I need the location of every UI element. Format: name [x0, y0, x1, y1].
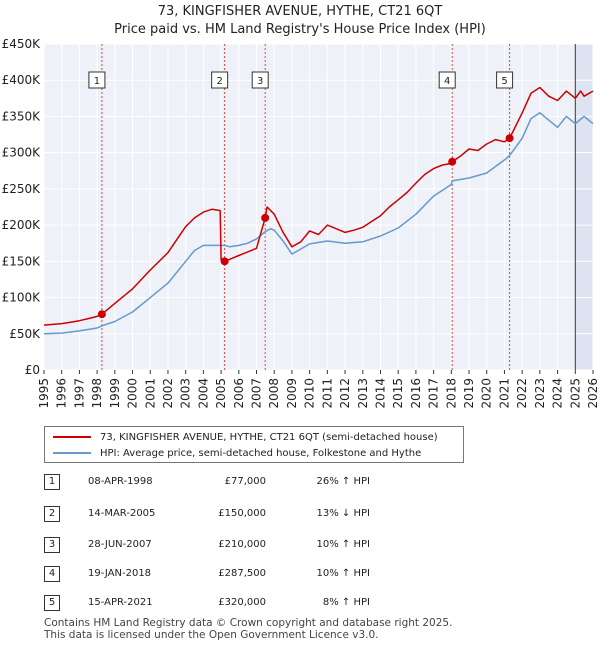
x-tick-label: 2002: [161, 378, 175, 409]
sale-box: [88, 71, 106, 89]
sale-price: £210,000: [218, 539, 266, 550]
x-tick-label: 2011: [320, 378, 334, 409]
x-tick-label: 2023: [533, 378, 547, 409]
y-tick-label: £50K: [9, 327, 41, 341]
footer-line-1: Contains HM Land Registry data © Crown c…: [44, 617, 453, 629]
x-tick-label: 2006: [232, 378, 246, 409]
y-tick-label: £150K: [2, 254, 42, 268]
x-tick-label: 2008: [267, 378, 281, 409]
legend-swatch-property: [53, 436, 91, 438]
legend-label-property: 73, KINGFISHER AVENUE, HYTHE, CT21 6QT (…: [100, 432, 438, 443]
y-tick-label: £400K: [2, 73, 42, 87]
x-tick-label: 2007: [250, 378, 264, 409]
x-tick-label: 2012: [338, 378, 352, 409]
legend-label-hpi: HPI: Average price, semi-detached house,…: [100, 448, 422, 459]
x-tick-label: 2024: [551, 378, 565, 409]
x-tick-label: 2014: [373, 378, 387, 409]
y-tick-label: £200K: [2, 218, 42, 232]
sale-box-label: 5: [501, 76, 507, 87]
y-tick-label: £450K: [2, 37, 42, 51]
y-tick-label: £0: [25, 363, 40, 377]
sale-point: [220, 257, 229, 266]
sale-points: [97, 134, 514, 319]
chart-title: 73, KINGFISHER AVENUE, HYTHE, CT21 6QT: [158, 4, 443, 19]
x-axis: 1995 1996 1997 1998 1999 2000 2001 2002 2003 2004…: [37, 370, 600, 409]
forecast-region: [575, 44, 593, 370]
sale-date: 19-JAN-2018: [88, 568, 152, 579]
sale-price: £77,000: [224, 476, 266, 487]
y-tick-label: £300K: [2, 146, 42, 160]
x-tick-label: 2004: [196, 378, 210, 409]
x-tick-label: 1996: [55, 378, 69, 409]
x-tick-label: 2009: [285, 378, 299, 409]
sale-number: 3: [44, 537, 60, 553]
sale-point: [505, 134, 514, 143]
sale-point: [448, 157, 457, 166]
sale-number: 4: [44, 566, 60, 582]
sale-point: [261, 213, 270, 222]
sale-box: [438, 71, 456, 89]
x-tick-label: 1997: [72, 378, 86, 409]
sale-hpi: 26% ↑ HPI: [316, 476, 370, 487]
x-tick-label: 2018: [444, 378, 458, 409]
sale-number: 5: [44, 595, 60, 611]
x-tick-label: 2025: [568, 378, 582, 409]
sale-date: 08-APR-1998: [88, 476, 153, 487]
sale-hpi: 13% ↓ HPI: [316, 508, 370, 519]
x-tick-label: 2016: [409, 378, 423, 409]
x-tick-label: 2020: [480, 378, 494, 409]
sale-date: 28-JUN-2007: [88, 539, 152, 550]
x-tick-label: 2005: [214, 378, 228, 409]
sale-box: [251, 71, 269, 89]
x-tick-label: 2003: [179, 378, 193, 409]
legend: 73, KINGFISHER AVENUE, HYTHE, CT21 6QT (…: [44, 426, 464, 463]
sale-box-label: 3: [257, 76, 263, 87]
plot-area: [44, 44, 593, 370]
footer-line-2: This data is licensed under the Open Gov…: [44, 629, 379, 641]
sale-price: £150,000: [218, 508, 266, 519]
sale-number: 1: [44, 474, 60, 490]
x-tick-label: 2010: [303, 378, 317, 409]
sale-box: [496, 71, 514, 89]
y-axis: £0 £50K £100K £150K £200K £250K £300K £350K £400…: [2, 37, 42, 377]
sale-date: 15-APR-2021: [88, 597, 153, 608]
x-tick-label: 2000: [126, 378, 140, 409]
x-tick-label: 1999: [108, 378, 122, 409]
y-tick-label: £100K: [2, 291, 42, 305]
y-tick-label: £350K: [2, 109, 42, 123]
legend-item-hpi: HPI: Average price, semi-detached house,…: [53, 446, 421, 461]
x-tick-label: 2022: [515, 378, 529, 409]
sale-hpi: 8% ↑ HPI: [322, 597, 370, 608]
sale-hpi: 10% ↑ HPI: [316, 568, 370, 579]
x-tick-label: 1998: [90, 378, 104, 409]
x-tick-label: 2026: [586, 378, 600, 409]
sale-box-label: 1: [94, 76, 100, 87]
grid-lines: [43, 43, 594, 371]
x-tick-label: 2001: [143, 378, 157, 409]
sale-box-label: 2: [216, 76, 222, 87]
sale-number: 2: [44, 506, 60, 522]
chart-subtitle: Price paid vs. HM Land Registry's House …: [114, 22, 486, 37]
attribution-footer: Contains HM Land Registry data © Crown c…: [44, 617, 452, 641]
x-tick-label: 2021: [497, 378, 511, 409]
sale-date: 14-MAR-2005: [88, 508, 156, 519]
x-tick-label: 2019: [462, 378, 476, 409]
price-chart: 73, KINGFISHER AVENUE, HYTHE, CT21 6QT P…: [2, 4, 600, 409]
sale-price: £320,000: [218, 597, 266, 608]
sale-number-boxes: 1 2 3 4 5: [88, 71, 514, 89]
x-tick-label: 1995: [37, 378, 51, 409]
sale-box-label: 4: [444, 76, 450, 87]
legend-swatch-hpi: [53, 452, 91, 454]
x-tick-label: 2013: [356, 378, 370, 409]
sale-price: £287,500: [218, 568, 266, 579]
sale-hpi: 10% ↑ HPI: [316, 539, 370, 550]
sale-box: [211, 71, 229, 89]
y-tick-label: £250K: [2, 182, 42, 196]
legend-item-property: 73, KINGFISHER AVENUE, HYTHE, CT21 6QT (…: [53, 430, 438, 445]
sale-point: [97, 310, 106, 319]
x-tick-label: 2017: [427, 378, 441, 409]
series-line-hpi: [43, 112, 594, 335]
x-tick-label: 2015: [391, 378, 405, 409]
